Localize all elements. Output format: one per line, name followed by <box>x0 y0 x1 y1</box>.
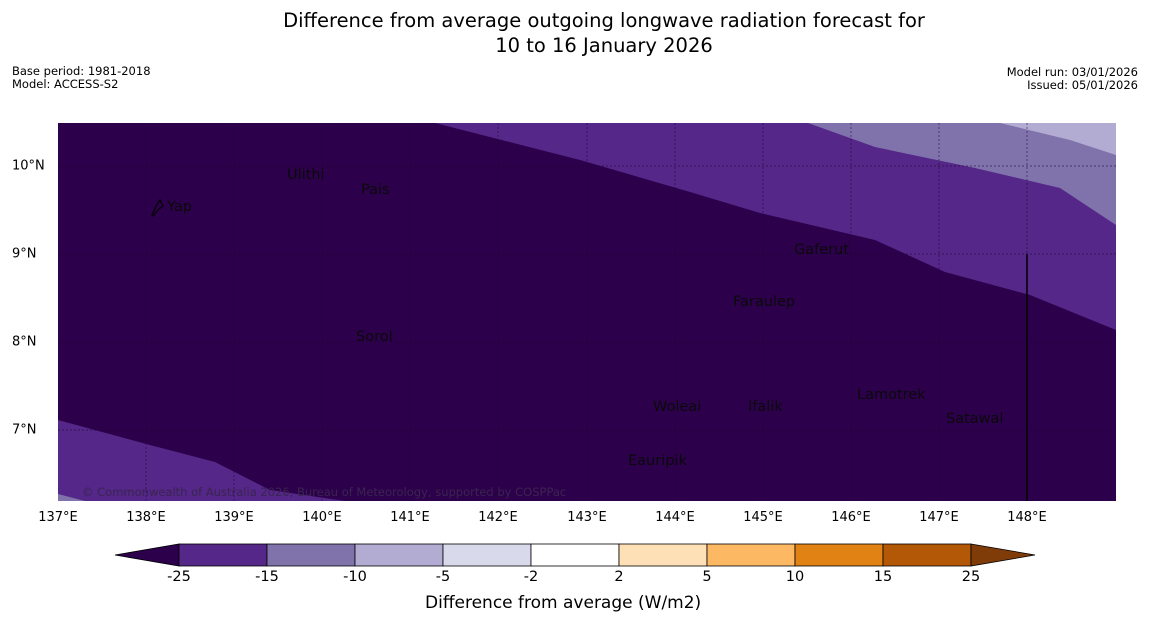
colorbar-seg-2 <box>266 543 356 567</box>
place-woleai: Woleai <box>653 399 702 415</box>
x-tick-145: 145°E <box>743 510 783 525</box>
place-ulithi: Ulithi <box>287 167 325 183</box>
colorbar-seg-3 <box>354 543 444 567</box>
x-tick-147: 147°E <box>919 510 959 525</box>
x-tick-139: 139°E <box>214 510 254 525</box>
meta-right: Model run: 03/01/2026 Issued: 05/01/2026 <box>1007 66 1138 92</box>
colorbar-tick-15: 15 <box>873 569 893 585</box>
colorbar-tick-neg10: -10 <box>343 569 367 585</box>
colorbar-tick-neg15: -15 <box>255 569 279 585</box>
colorbar-seg-5 <box>530 543 620 567</box>
place-gaferut: Gaferut <box>794 242 849 258</box>
model-run: Model run: 03/01/2026 <box>1006 65 1138 79</box>
place-satawal: Satawal <box>946 411 1004 427</box>
x-tick-143: 143°E <box>567 510 607 525</box>
colorbar-tick-neg2: -2 <box>523 569 539 585</box>
colorbar-seg-1 <box>178 543 268 567</box>
colorbar-title: Difference from average (W/m2) <box>425 593 702 613</box>
base-period: Base period: 1981-2018 <box>12 64 151 78</box>
colorbar-tick-2: 2 <box>614 569 624 585</box>
y-tick-7n: 7°N <box>12 422 37 438</box>
place-lamotrek: Lamotrek <box>857 387 926 403</box>
meta-left: Base period: 1981-2018 Model: ACCESS-S2 <box>12 65 151 91</box>
copyright-notice: © Commonwealth of Australia 2026, Bureau… <box>82 485 567 499</box>
anomaly-band-southwest <box>58 420 345 501</box>
x-tick-142: 142°E <box>478 510 518 525</box>
y-tick-8n: 8°N <box>12 334 37 350</box>
map-panel <box>58 123 1116 501</box>
title-line-1: Difference from average outgoing longwav… <box>283 9 925 32</box>
place-pais: Pais <box>361 182 390 198</box>
yap-island-outline <box>151 198 164 217</box>
colorbar-seg-7 <box>706 543 796 567</box>
colorbar-tick-neg5: -5 <box>435 569 451 585</box>
x-tick-146: 146°E <box>831 510 871 525</box>
x-tick-148: 148°E <box>1007 510 1047 525</box>
place-ifalik: Ifalik <box>748 399 783 415</box>
colorbar-tick-10: 10 <box>785 569 805 585</box>
anomaly-band-southwest-light <box>58 494 85 501</box>
colorbar-tick-5: 5 <box>702 569 712 585</box>
colorbar-tick-neg25: -25 <box>167 569 191 585</box>
x-tick-141: 141°E <box>390 510 430 525</box>
colorbar-seg-9 <box>882 543 972 567</box>
place-yap: Yap <box>167 199 192 215</box>
anomaly-band-neg10-neg5 <box>1000 123 1116 155</box>
y-tick-10n: 10°N <box>12 158 45 174</box>
map-title: Difference from average outgoing longwav… <box>0 8 1150 58</box>
model-name: Model: ACCESS-S2 <box>12 77 119 91</box>
anomaly-band-neg15-neg10 <box>808 123 1116 225</box>
anomaly-band-neg25-neg15 <box>435 123 1116 330</box>
x-tick-144: 144°E <box>655 510 695 525</box>
issued-date: Issued: 05/01/2026 <box>1027 78 1138 92</box>
place-faraulep: Faraulep <box>733 294 796 310</box>
title-line-2: 10 to 16 January 2026 <box>495 34 713 57</box>
y-tick-9n: 9°N <box>12 246 37 262</box>
colorbar-extend-min <box>114 543 180 567</box>
colorbar-seg-6 <box>618 543 708 567</box>
place-sorol: Sorol <box>356 329 393 345</box>
x-tick-138: 138°E <box>126 510 166 525</box>
x-tick-137: 137°E <box>38 510 78 525</box>
colorbar-tick-25: 25 <box>961 569 981 585</box>
colorbar-seg-4 <box>442 543 532 567</box>
colorbar-extend-max <box>970 543 1036 567</box>
colorbar-seg-8 <box>794 543 884 567</box>
place-eauripik: Eauripik <box>628 453 687 469</box>
x-tick-140: 140°E <box>302 510 342 525</box>
